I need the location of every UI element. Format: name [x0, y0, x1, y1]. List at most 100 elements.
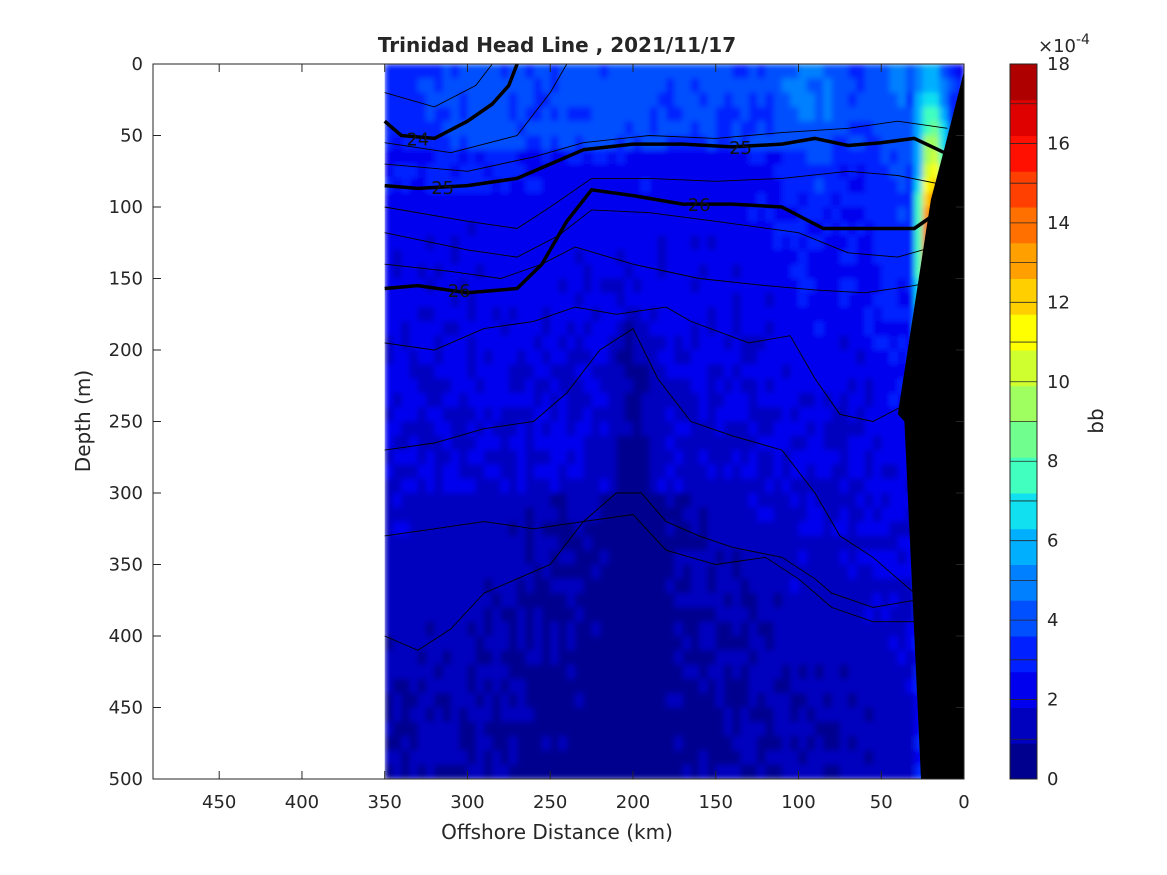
data-cell [467, 92, 477, 108]
data-cell [674, 750, 684, 766]
data-cell [864, 464, 874, 480]
data-cell [541, 736, 551, 751]
data-cell [459, 521, 469, 537]
data-cell [674, 693, 684, 709]
data-cell [533, 221, 543, 237]
data-cell [881, 435, 891, 451]
data-cell [781, 707, 791, 723]
data-cell [682, 535, 692, 551]
data-cell [533, 278, 543, 294]
chart-title: Trinidad Head Line , 2021/11/17 [378, 33, 736, 57]
data-cell [856, 764, 866, 779]
data-cell [690, 607, 700, 623]
data-cell [608, 550, 618, 566]
data-cell [450, 292, 460, 308]
data-cell [848, 121, 858, 137]
thin-contour-line [384, 492, 915, 651]
data-cell [897, 664, 907, 680]
data-cell [906, 92, 915, 108]
data-cell [500, 207, 510, 222]
data-cell [392, 364, 402, 380]
data-cell [798, 407, 808, 423]
data-cell [533, 607, 543, 623]
data-cell [657, 736, 667, 751]
data-cell [815, 750, 824, 766]
backscatter-cells [384, 64, 964, 779]
data-cell [599, 721, 609, 737]
data-cell [740, 92, 750, 108]
data-cell [757, 192, 766, 208]
data-cell [790, 578, 800, 594]
data-cell [450, 678, 460, 694]
data-cell [434, 135, 444, 151]
data-cell [426, 678, 435, 694]
data-cell [484, 292, 493, 308]
data-cell [575, 721, 584, 737]
data-cell [566, 292, 576, 308]
data-cell [881, 121, 891, 137]
data-cell [881, 464, 891, 480]
data-cell [459, 307, 469, 322]
data-cell [558, 721, 568, 737]
data-cell [426, 550, 435, 566]
data-cell [732, 292, 742, 308]
data-cell [467, 78, 477, 94]
data-cell [599, 521, 609, 537]
data-cell [434, 478, 444, 494]
data-cell [806, 507, 816, 523]
data-cell [823, 693, 833, 709]
data-cell [657, 221, 667, 237]
data-cell [823, 407, 833, 423]
data-cell [889, 621, 899, 637]
data-cell [906, 750, 915, 766]
data-cell [930, 64, 940, 79]
data-cell [517, 678, 526, 694]
data-cell [906, 764, 915, 779]
data-cell [417, 292, 427, 308]
data-cell [781, 364, 791, 380]
y-axis-label: Depth (m) [71, 370, 95, 472]
data-cell [864, 521, 874, 537]
data-cell [815, 636, 824, 651]
data-cell [599, 664, 609, 680]
data-cell [881, 278, 891, 294]
data-cell [649, 92, 659, 108]
data-cell [839, 207, 849, 222]
data-cell [773, 750, 783, 766]
data-cell [707, 178, 717, 194]
data-cell [889, 421, 899, 437]
data-cell [781, 378, 791, 394]
data-cell [906, 678, 915, 694]
data-cell [484, 450, 493, 465]
data-cell [740, 421, 750, 437]
data-cell [773, 621, 783, 637]
data-cell [823, 78, 833, 94]
data-cell [897, 707, 907, 723]
data-cell [740, 221, 750, 237]
data-cell [641, 593, 651, 608]
data-cell [417, 121, 427, 137]
data-cell [475, 636, 485, 651]
data-cell [914, 192, 924, 208]
data-cell [765, 407, 775, 423]
data-cell [608, 207, 618, 222]
data-cell [450, 636, 460, 651]
data-cell [790, 636, 800, 651]
data-cell [409, 450, 419, 465]
data-cell [881, 249, 891, 265]
data-cell [848, 750, 858, 766]
data-cell [765, 350, 775, 365]
data-cell [508, 278, 518, 294]
data-cell [616, 221, 626, 237]
data-cell [682, 121, 692, 137]
colorbar-block [1010, 242, 1037, 279]
data-cell [897, 192, 907, 208]
data-cell [815, 550, 824, 566]
data-cell [848, 392, 858, 408]
data-cell [459, 335, 469, 351]
data-cell [781, 264, 791, 280]
data-cell [459, 478, 469, 494]
data-cell [550, 650, 560, 666]
data-cell [765, 550, 775, 566]
data-cell [839, 407, 849, 423]
